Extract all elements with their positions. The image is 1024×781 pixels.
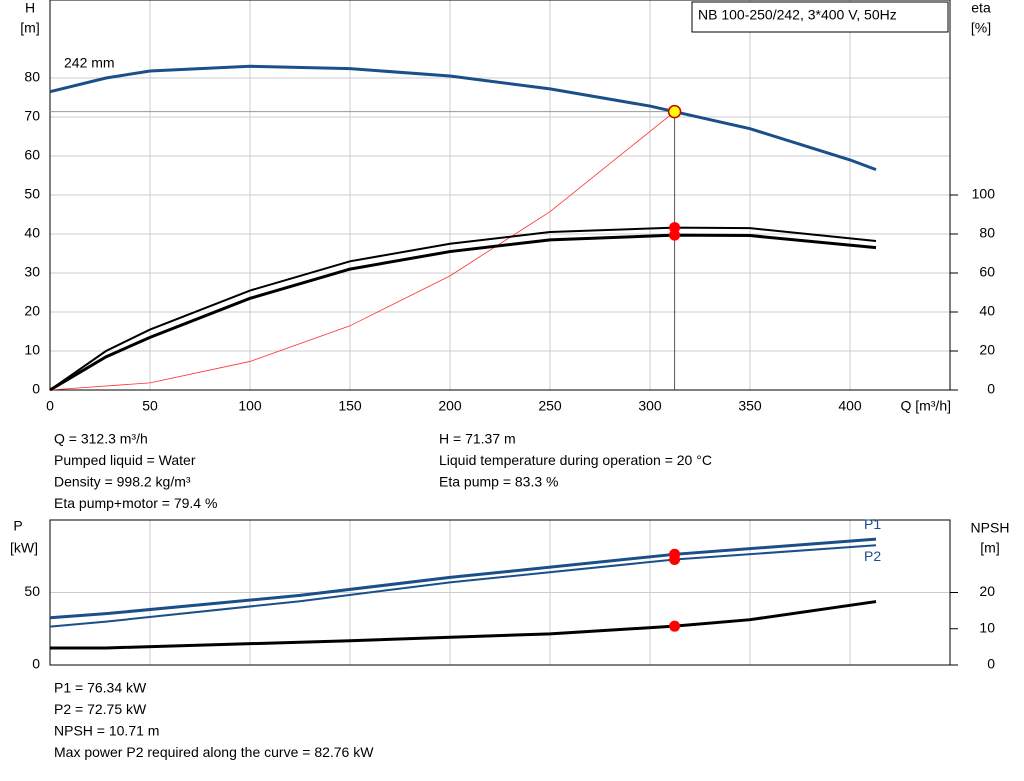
y2-tick-label: 60 [979, 264, 995, 280]
curve [49, 544, 877, 628]
annotation: 242 mm [64, 55, 115, 71]
curve [50, 600, 877, 650]
duty-point [669, 229, 681, 241]
info-text: Max power P2 required along the curve = … [54, 744, 374, 760]
x-tick-label: 200 [438, 398, 462, 414]
series-label: P1 [864, 516, 881, 532]
y-tick-label: 70 [24, 108, 40, 124]
curve [49, 537, 877, 620]
y2-axis-label: NPSH [971, 520, 1010, 536]
duty-point [667, 104, 682, 119]
y-tick-label: 10 [24, 342, 40, 358]
y2-tick-label: 80 [979, 225, 995, 241]
duty-point [669, 554, 681, 566]
y-axis-label: [m] [20, 20, 39, 36]
plot-frame [49, 0, 951, 391]
x-tick-label: 0 [46, 398, 54, 414]
x-tick-label: 250 [538, 398, 562, 414]
y-tick-label: 50 [24, 583, 40, 599]
y-tick-label: 40 [24, 225, 40, 241]
info-text: Liquid temperature during operation = 20… [439, 452, 712, 468]
x-tick-label: 150 [338, 398, 362, 414]
y-axis-label: [kW] [10, 540, 38, 556]
chart-title: NB 100-250/242, 3*400 V, 50Hz [698, 7, 897, 23]
title-box [691, 1, 949, 33]
plot-frame [49, 519, 951, 666]
x-axis-label: Q [m³/h] [900, 398, 951, 414]
y2-tick-label: 20 [979, 583, 995, 599]
y2-axis-label: eta [971, 0, 991, 16]
y-tick-label: 80 [24, 69, 40, 85]
x-tick-label: 300 [638, 398, 662, 414]
info-text: Q = 312.3 m³/h [54, 431, 148, 447]
y-tick-label: 0 [32, 656, 40, 672]
y2-axis-label: [%] [971, 20, 991, 36]
info-text: H = 71.37 m [439, 431, 516, 447]
x-tick-label: 100 [238, 398, 262, 414]
y-axis-label: H [25, 0, 35, 16]
series-label: P2 [864, 548, 881, 564]
y2-axis-label: [m] [980, 540, 999, 556]
x-tick-label: 400 [838, 398, 862, 414]
info-text: Eta pump = 83.3 % [439, 474, 558, 490]
info-text: P1 = 76.34 kW [54, 680, 147, 696]
y2-tick-label: 10 [979, 619, 995, 635]
info-text: Pumped liquid = Water [54, 452, 196, 468]
curve [49, 64, 877, 172]
x-tick-label: 350 [738, 398, 762, 414]
curve [49, 111, 675, 391]
y-tick-label: 20 [24, 303, 40, 319]
y2-tick-label: 40 [979, 303, 995, 319]
y2-tick-label: 0 [987, 656, 995, 672]
duty-point [669, 222, 681, 234]
info-text: Density = 998.2 kg/m³ [54, 474, 191, 490]
y2-tick-label: 20 [979, 342, 995, 358]
info-text: NPSH = 10.71 m [54, 723, 159, 739]
info-text: P2 = 72.75 kW [54, 701, 147, 717]
y-tick-label: 50 [24, 186, 40, 202]
curve [49, 233, 877, 392]
x-tick-label: 50 [142, 398, 158, 414]
y-tick-label: 0 [32, 381, 40, 397]
curve [49, 226, 877, 391]
y-tick-label: 60 [24, 147, 40, 163]
y-axis-label: P [13, 518, 22, 534]
y2-tick-label: 100 [972, 186, 996, 202]
info-text: Eta pump+motor = 79.4 % [54, 495, 217, 511]
y2-tick-label: 0 [987, 381, 995, 397]
duty-point [669, 620, 681, 632]
y-tick-label: 30 [24, 264, 40, 280]
